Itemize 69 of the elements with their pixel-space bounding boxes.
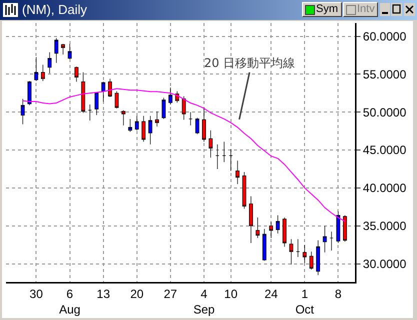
candlestick bbox=[162, 97, 166, 120]
candlestick bbox=[256, 217, 260, 238]
candlestick bbox=[215, 144, 220, 170]
y-tick-label: 45.0000 bbox=[362, 143, 407, 158]
candlestick bbox=[202, 107, 206, 142]
candlestick bbox=[40, 64, 45, 82]
y-tick-label: 55.0000 bbox=[362, 67, 407, 82]
candlestick bbox=[296, 238, 300, 258]
candlestick bbox=[208, 130, 213, 158]
candlestick bbox=[322, 226, 327, 253]
candlestick bbox=[20, 98, 25, 125]
candlestick bbox=[182, 96, 186, 120]
candlestick bbox=[122, 110, 126, 126]
candlestick bbox=[168, 87, 172, 105]
x-tick-label: 24 bbox=[264, 286, 278, 301]
text: Sym bbox=[316, 3, 338, 15]
candlestick bbox=[262, 228, 266, 262]
candlestick bbox=[61, 44, 65, 55]
candlestick bbox=[302, 244, 307, 264]
candlestick bbox=[88, 104, 92, 121]
y-tick-label: 35.0000 bbox=[362, 219, 407, 234]
text: Intv bbox=[357, 3, 375, 15]
x-tick-label: 1 Oct bbox=[295, 286, 315, 316]
text: 20 日移動平均線 bbox=[204, 56, 296, 70]
y-tick-label: 30.0000 bbox=[362, 257, 407, 271]
candlestick bbox=[101, 81, 106, 102]
candlestick bbox=[74, 66, 78, 82]
x-tick-label: 30 bbox=[30, 286, 44, 301]
candlestick bbox=[28, 80, 32, 106]
candlestick bbox=[155, 111, 159, 127]
candlestick bbox=[309, 251, 314, 270]
candlestick bbox=[81, 72, 86, 114]
candlestick bbox=[276, 214, 280, 234]
line-series bbox=[22, 88, 346, 222]
candlestick bbox=[342, 214, 347, 242]
candlestick bbox=[68, 44, 72, 60]
y-tick-label: 40.0000 bbox=[362, 181, 407, 196]
x-tick-label: 10 bbox=[224, 286, 238, 301]
candlestick bbox=[269, 222, 274, 238]
chart-title: (NM), Daily bbox=[22, 2, 87, 17]
candlestick bbox=[316, 240, 320, 276]
candlestick bbox=[108, 78, 112, 98]
x-tick-label: 20 bbox=[130, 286, 144, 301]
candlestick bbox=[142, 116, 146, 142]
candlestick bbox=[134, 116, 139, 131]
candlestick bbox=[128, 118, 132, 132]
candlestick bbox=[148, 116, 152, 145]
candlestick bbox=[330, 231, 334, 251]
x-tick-label: 6 Aug bbox=[59, 286, 80, 316]
candlestick bbox=[34, 56, 38, 82]
x-tick-label: 4 Sep bbox=[193, 286, 215, 316]
candlestick bbox=[94, 92, 99, 116]
candlestick bbox=[54, 38, 58, 64]
candlestick bbox=[289, 238, 294, 265]
candlestick bbox=[242, 172, 246, 210]
candlestick bbox=[236, 160, 240, 184]
candlestick bbox=[195, 118, 200, 134]
x-tick-label: 13 bbox=[96, 286, 110, 301]
candlestick bbox=[48, 52, 52, 74]
candlestick bbox=[282, 217, 286, 248]
y-tick-label: 50.0000 bbox=[362, 105, 407, 120]
candlestick bbox=[228, 148, 233, 172]
candlestick bbox=[114, 90, 119, 109]
candlestick bbox=[249, 196, 253, 244]
candlestick bbox=[222, 141, 226, 162]
y-tick-label: 60.0000 bbox=[362, 29, 407, 44]
candlestick bbox=[188, 112, 193, 126]
x-tick-label: 8 bbox=[334, 286, 342, 301]
x-tick-label: 27 bbox=[164, 286, 178, 301]
